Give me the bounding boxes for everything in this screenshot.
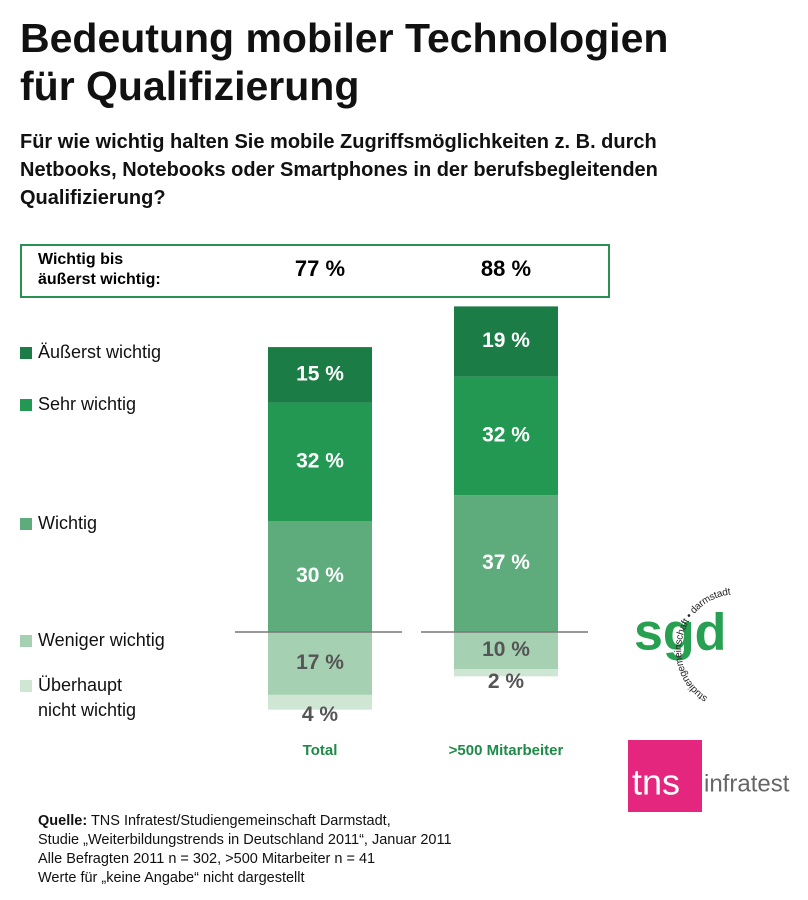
value-label: 17 % bbox=[296, 651, 344, 674]
value-label: 2 % bbox=[488, 670, 525, 693]
value-label: 32 % bbox=[482, 423, 530, 446]
bar-segment bbox=[454, 669, 558, 677]
logo-sgd: sgd bbox=[634, 604, 726, 662]
summary-label: Wichtig bis äußerst wichtig: bbox=[38, 251, 161, 288]
legend-swatch bbox=[20, 518, 32, 530]
source-line: TNS Infratest/Studiengemeinschaft Darmst… bbox=[90, 813, 391, 829]
bar-segment bbox=[454, 495, 558, 632]
chart-title: Bedeutung mobiler Technologien für Quali… bbox=[20, 15, 669, 109]
legend-label: Sehr wichtig bbox=[38, 394, 137, 414]
legend-swatch bbox=[20, 399, 32, 411]
chart-subtitle: Für wie wichtig halten Sie mobile Zugrif… bbox=[20, 131, 658, 209]
value-label: 30 % bbox=[296, 564, 344, 587]
value-label: 4 % bbox=[302, 703, 339, 726]
bar-segment bbox=[454, 632, 558, 669]
logo-tns: tns bbox=[632, 762, 680, 803]
bar-segment bbox=[268, 402, 372, 521]
value-label: 37 % bbox=[482, 551, 530, 574]
legend-label: Wichtig bbox=[38, 513, 98, 533]
bar-segment bbox=[268, 632, 372, 695]
source-line: Studie „Weiterbildungstrends in Deutschl… bbox=[38, 832, 452, 848]
legend-swatch bbox=[20, 680, 32, 692]
value-label: 10 % bbox=[482, 638, 530, 661]
x-tick-label: >500 Mitarbeiter bbox=[449, 742, 564, 759]
legend-label: Äußerst wichtig bbox=[38, 342, 162, 362]
source-line: Werte für „keine Angabe“ nicht dargestel… bbox=[38, 870, 305, 886]
bar-segment bbox=[454, 306, 558, 377]
logo-tns-suffix: infratest bbox=[704, 770, 790, 797]
value-label: 19 % bbox=[482, 329, 530, 352]
bar-segment bbox=[454, 376, 558, 496]
summary-box bbox=[20, 244, 610, 298]
bar-segment bbox=[268, 347, 372, 403]
logo-tns-box bbox=[628, 740, 702, 812]
bar-segment bbox=[268, 694, 372, 710]
bar-segment bbox=[268, 521, 372, 632]
summary-value: 77 % bbox=[294, 256, 346, 281]
summary-value: 88 % bbox=[480, 256, 532, 281]
source: Quelle: TNS Infratest/Studiengemeinschaf… bbox=[38, 812, 452, 888]
source-line: Alle Befragten 2011 n = 302, >500 Mitarb… bbox=[38, 851, 376, 867]
value-label: 32 % bbox=[296, 449, 344, 472]
legend-label: Weniger wichtig bbox=[38, 630, 165, 650]
x-tick-label: Total bbox=[303, 742, 338, 759]
legend-label: Überhaupt nicht wichtig bbox=[38, 675, 137, 720]
source-label: Quelle: bbox=[38, 813, 88, 829]
legend-swatch bbox=[20, 635, 32, 647]
legend-swatch bbox=[20, 347, 32, 359]
value-label: 15 % bbox=[296, 362, 344, 385]
